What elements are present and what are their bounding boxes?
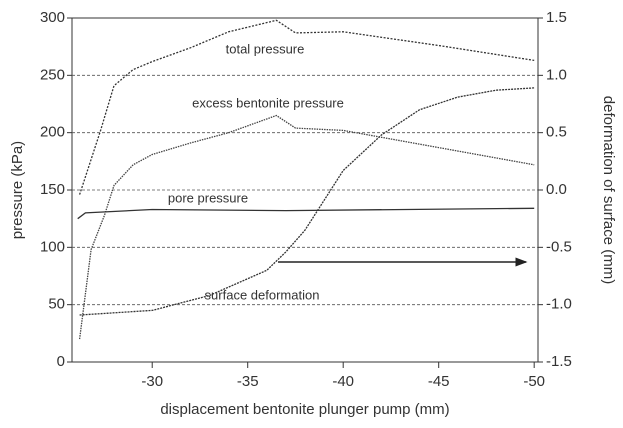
x-tick-label: -30 xyxy=(141,373,163,390)
y2-tick-label: 1.5 xyxy=(546,9,567,26)
y-tick-label: 300 xyxy=(40,9,65,26)
x-tick-label: -40 xyxy=(332,373,354,390)
series-line xyxy=(78,114,535,340)
y-tick-label: 0 xyxy=(57,353,65,370)
series-label: surface deformation xyxy=(205,287,320,302)
y2-tick-label: -1.5 xyxy=(546,353,572,370)
series-line xyxy=(78,19,535,195)
y-tick-label: 50 xyxy=(48,296,65,313)
series-label: total pressure xyxy=(226,41,305,56)
y2-tick-label: 0.0 xyxy=(546,181,567,198)
y-tick-label: 150 xyxy=(40,181,65,198)
y-tick-label: 200 xyxy=(40,124,65,141)
y2-tick-label: 1.0 xyxy=(546,66,567,83)
y2-axis-label: deformation of surface (mm) xyxy=(600,96,617,284)
y-tick-label: 250 xyxy=(40,66,65,83)
x-tick-label: -35 xyxy=(237,373,259,390)
y-axis-label: pressure (kPa) xyxy=(9,141,26,239)
series-line xyxy=(79,87,535,316)
x-tick-label: -45 xyxy=(428,373,450,390)
y2-tick-label: 0.5 xyxy=(546,124,567,141)
y2-tick-label: -0.5 xyxy=(546,238,572,255)
x-tick-label: -50 xyxy=(523,373,545,390)
series-line xyxy=(77,207,535,220)
series-label: pore pressure xyxy=(168,190,248,205)
y2-tick-label: -1.0 xyxy=(546,296,572,313)
y-tick-label: 100 xyxy=(40,238,65,255)
series-label: excess bentonite pressure xyxy=(192,95,344,110)
x-axis-label: displacement bentonite plunger pump (mm) xyxy=(160,401,449,418)
